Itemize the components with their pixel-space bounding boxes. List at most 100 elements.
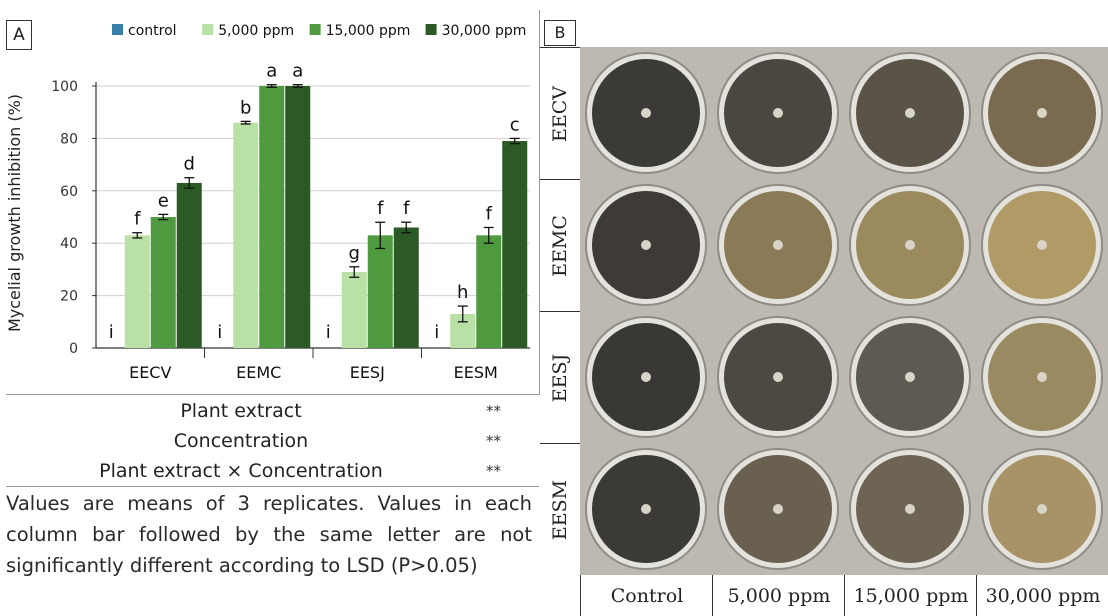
petri-dish	[580, 47, 712, 179]
column-label: 30,000 ppm	[976, 575, 1108, 616]
significance-letter: f	[486, 203, 493, 224]
anova-significance: **	[486, 432, 501, 450]
petri-dish-cell	[580, 443, 712, 575]
petri-dish-cell	[976, 47, 1108, 179]
legend-label: 15,000 ppm	[326, 23, 411, 39]
petri-dish-cell	[712, 311, 844, 443]
bar	[124, 235, 150, 348]
legend-label: 5,000 ppm	[218, 23, 294, 39]
column-label: Control	[580, 575, 713, 616]
significance-letter: a	[292, 61, 303, 82]
petri-dish	[976, 443, 1108, 575]
column-label: 15,000 ppm	[844, 575, 977, 616]
petri-dish	[712, 311, 844, 443]
legend-swatch	[309, 24, 321, 35]
significance-letter: b	[240, 97, 251, 118]
y-tick-label: 40	[60, 236, 78, 252]
anova-row-plant-extract: Plant extract **	[6, 396, 540, 426]
significance-letter: d	[184, 154, 195, 175]
row-label: EECV	[540, 47, 580, 180]
footnote-text: Values are means of 3 replicates. Values…	[6, 492, 532, 577]
petri-dish	[580, 179, 712, 311]
petri-dish-cell	[712, 443, 844, 575]
divider	[6, 486, 539, 487]
x-tick-label: EEMC	[236, 363, 281, 382]
divider	[6, 394, 539, 395]
significance-letter: f	[377, 198, 384, 219]
bar	[476, 235, 502, 348]
petri-dish-cell	[712, 47, 844, 179]
petri-dish-cell	[580, 311, 712, 443]
row-label-text: EECV	[549, 86, 571, 142]
significance-letter: f	[134, 209, 141, 230]
bar-chart: 0 20 40 60 80 100 Mycelial growth inhibition (…	[5, 23, 530, 382]
anova-label: Plant extract	[180, 400, 302, 422]
petri-dish	[712, 443, 844, 575]
anova-significance: **	[486, 462, 501, 480]
petri-dish-cell	[844, 47, 976, 179]
significance-letter: g	[349, 243, 360, 264]
petri-dish	[844, 443, 976, 575]
panel-b: B EECV EEMC EESJ EESM Control 5,000 ppm 15,000…	[540, 0, 1108, 616]
bar	[367, 235, 393, 348]
petri-dish	[580, 443, 712, 575]
petri-dish-cell	[580, 179, 712, 311]
bar	[233, 122, 259, 349]
anova-row-concentration: Concentration **	[6, 426, 540, 456]
petri-dish	[976, 311, 1108, 443]
row-label: EESJ	[540, 311, 580, 444]
significance-letter: h	[457, 282, 468, 303]
petri-dish	[976, 47, 1108, 179]
row-label: EESM	[540, 443, 580, 576]
bar	[393, 227, 419, 348]
row-label-text: EEMC	[549, 215, 572, 277]
anova-label: Plant extract × Concentration	[99, 460, 383, 482]
petri-dish	[844, 311, 976, 443]
petri-dish	[712, 179, 844, 311]
y-tick-label: 60	[60, 184, 78, 200]
petri-dish	[580, 311, 712, 443]
row-label: EEMC	[540, 179, 580, 312]
y-axis-label: Mycelial growth inhibition (%)	[5, 94, 24, 332]
row-label-text: EESM	[549, 479, 571, 541]
legend-swatch	[112, 24, 123, 35]
petri-dish	[844, 179, 976, 311]
x-tick-label: EESM	[454, 363, 498, 382]
petri-dish-cell	[976, 311, 1108, 443]
bar	[285, 86, 311, 348]
panel-a-letter: A	[6, 20, 32, 50]
panel-a: A 0 20 40 60 80 100 Mycelial growth inhibition…	[0, 0, 540, 616]
footnote: Values are means of 3 replicates. Values…	[6, 488, 532, 581]
legend-swatch	[202, 24, 214, 35]
petri-dish-cell	[844, 311, 976, 443]
petri-dish-cell	[844, 443, 976, 575]
panel-b-letter: B	[544, 20, 576, 46]
column-label: 5,000 ppm	[712, 575, 845, 616]
significance-letter: i	[109, 322, 114, 343]
y-tick-label: 100	[51, 79, 78, 95]
bar	[259, 86, 285, 348]
y-tick-label: 80	[60, 131, 78, 147]
significance-letter: i	[326, 322, 331, 343]
petri-dish	[712, 47, 844, 179]
bar	[176, 182, 202, 348]
petri-dish	[976, 179, 1108, 311]
bar	[341, 272, 367, 348]
anova-row-interaction: Plant extract × Concentration **	[6, 456, 540, 486]
row-label-text: EESJ	[549, 353, 571, 403]
significance-letter: c	[510, 114, 520, 135]
anova-label: Concentration	[173, 430, 309, 452]
petri-dish-cell	[844, 179, 976, 311]
petri-dish-cell	[712, 179, 844, 311]
bar	[502, 141, 528, 348]
petri-dish-cell	[976, 179, 1108, 311]
petri-dish-cell	[580, 47, 712, 179]
significance-letter: e	[158, 190, 169, 211]
petri-dish	[844, 47, 976, 179]
y-tick-label: 0	[69, 341, 78, 357]
anova-significance: **	[486, 402, 501, 420]
legend-label: 30,000 ppm	[442, 23, 527, 39]
significance-letter: i	[434, 322, 439, 343]
significance-letter: i	[217, 322, 222, 343]
significance-letter: a	[266, 61, 277, 82]
